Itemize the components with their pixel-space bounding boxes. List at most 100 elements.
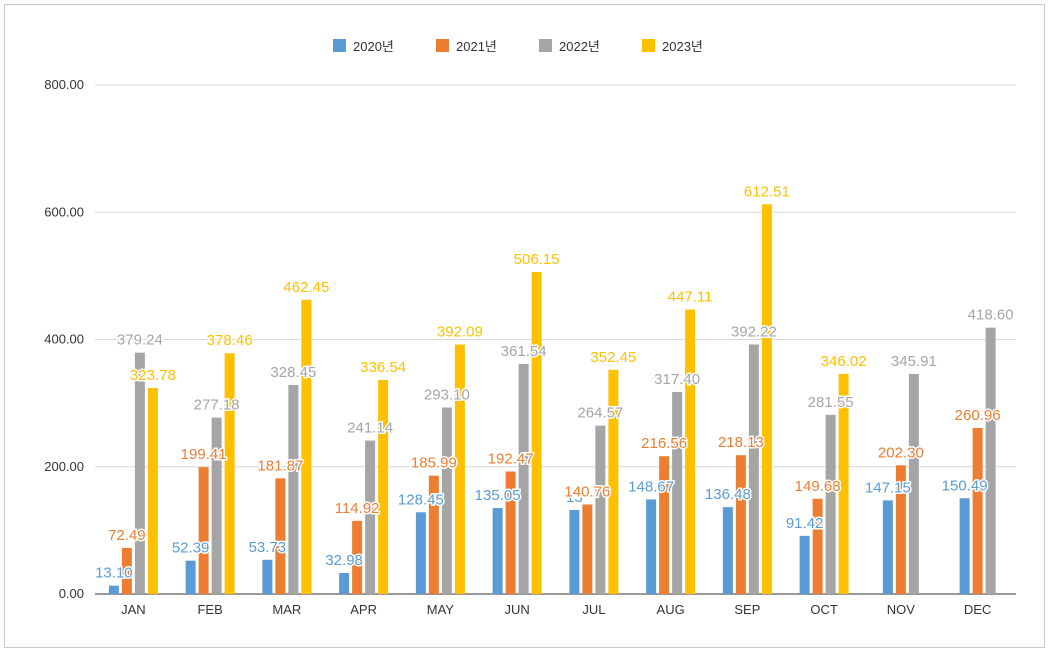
bar-jun-series-4 (531, 271, 542, 594)
bar-nov-series-3 (908, 373, 919, 594)
bar-oct-series-4 (838, 373, 849, 594)
bar-aug-series-3 (672, 392, 683, 594)
bar-nov-series-1 (882, 500, 893, 594)
data-label: 260.96 (955, 407, 1001, 424)
bar-apr-series-2 (352, 520, 363, 594)
x-tick-label: FEB (197, 602, 222, 617)
legend-swatch (436, 39, 449, 52)
bar-feb-series-3 (211, 417, 222, 594)
bar-mar-series-2 (275, 478, 286, 594)
data-label: 264.57 (577, 405, 623, 422)
data-label: 328.45 (270, 364, 316, 381)
bar-jul-series-1 (569, 510, 580, 594)
data-label: 149.68 (795, 478, 841, 495)
bar-dec-series-3 (985, 327, 996, 594)
bar-may-series-4 (454, 344, 465, 594)
bar-sep-series-3 (748, 344, 759, 594)
data-label: 150.49 (942, 477, 988, 494)
bar-apr-series-1 (339, 573, 350, 594)
data-label: 506.15 (514, 251, 560, 268)
data-label: 136.48 (705, 486, 751, 503)
data-label: 241.14 (347, 420, 393, 437)
legend: 2020년 2021년 2022년 2023년 (333, 39, 703, 54)
x-tick-label: MAY (427, 602, 455, 617)
data-label: 199.41 (181, 446, 227, 463)
bar-apr-series-3 (365, 440, 376, 594)
legend-label: 2021년 (456, 39, 497, 54)
bar-jan-series-2 (121, 547, 132, 594)
data-label: 612.51 (744, 183, 790, 200)
x-axis: JAN FEB MAR APR MAY JUN JUL AUG SEP OCT NOV DEC (121, 602, 991, 617)
data-label: 181.87 (257, 457, 303, 474)
bar-jan-series-4 (147, 387, 158, 594)
x-tick-label: DEC (964, 602, 991, 617)
data-label: 392.09 (437, 324, 483, 341)
bars (108, 204, 996, 594)
bar-sep-series-4 (761, 204, 772, 594)
bar-sep-series-1 (722, 507, 733, 594)
data-label: 202.30 (878, 444, 924, 461)
legend-label: 2023년 (662, 39, 703, 54)
bar-jun-series-3 (518, 363, 529, 594)
data-label: 218.13 (718, 434, 764, 451)
bar-dec-series-2 (972, 427, 983, 594)
data-label: 147.15 (865, 479, 911, 496)
bar-sep-series-2 (735, 455, 746, 594)
legend-label: 2020년 (353, 39, 394, 54)
bar-mar-series-1 (262, 559, 273, 594)
y-tick-label: 0.00 (59, 586, 84, 601)
bar-oct-series-1 (799, 535, 810, 594)
x-tick-label: SEP (734, 602, 760, 617)
bar-apr-series-4 (378, 379, 389, 594)
data-label: 361.54 (501, 343, 547, 360)
data-labels: 13.10 72.49 379.24 323.78 52.39 199.41 277.18 3… (94, 182, 1015, 583)
legend-swatch (333, 39, 346, 52)
bar-oct-series-3 (825, 414, 836, 594)
bar-dec-series-1 (959, 498, 970, 594)
data-label: 277.18 (194, 397, 240, 414)
bar-feb-series-4 (224, 353, 235, 594)
gridlines (95, 84, 1016, 595)
data-label: 52.39 (172, 540, 210, 557)
x-tick-label: JUL (582, 602, 605, 617)
data-label: 135.05 (475, 487, 521, 504)
x-tick-label: AUG (657, 602, 685, 617)
bar-aug-series-1 (646, 499, 657, 594)
data-label: 13 (566, 489, 583, 506)
legend-swatch (539, 39, 552, 52)
data-label: 447.11 (668, 289, 713, 306)
bar-may-series-3 (441, 407, 452, 594)
data-label: 216.56 (641, 435, 687, 452)
bar-mar-series-4 (301, 299, 312, 594)
x-tick-label: MAR (272, 602, 301, 617)
bar-may-series-1 (415, 512, 426, 594)
bar-jun-series-1 (492, 508, 503, 594)
data-label: 192.47 (488, 451, 534, 468)
x-tick-label: JAN (121, 602, 146, 617)
bar-jul-series-4 (608, 369, 619, 594)
data-label: 418.60 (968, 307, 1014, 324)
data-label: 140.76 (564, 483, 610, 500)
data-label: 392.22 (731, 323, 777, 340)
data-label: 91.42 (786, 515, 824, 532)
x-tick-label: OCT (810, 602, 838, 617)
bar-oct-series-2 (812, 498, 823, 594)
bar-jan-series-1 (108, 585, 119, 594)
data-label: 32.98 (325, 552, 363, 569)
data-label: 72.49 (108, 527, 146, 544)
data-label: 185.99 (411, 455, 457, 472)
bar-jul-series-3 (595, 425, 606, 594)
y-tick-label: 400.00 (44, 332, 84, 347)
bar-aug-series-4 (685, 309, 696, 594)
data-label: 379.24 (117, 332, 163, 349)
data-label: 336.54 (360, 359, 406, 376)
legend-swatch (642, 39, 655, 52)
bar-aug-series-2 (659, 456, 670, 594)
data-label: 378.46 (207, 332, 253, 349)
x-tick-label: APR (350, 602, 377, 617)
bar-feb-series-2 (198, 467, 209, 594)
data-label: 281.55 (808, 394, 854, 411)
data-label: 317.40 (654, 371, 700, 388)
legend-label: 2022년 (559, 39, 600, 54)
data-label: 114.92 (335, 500, 380, 517)
